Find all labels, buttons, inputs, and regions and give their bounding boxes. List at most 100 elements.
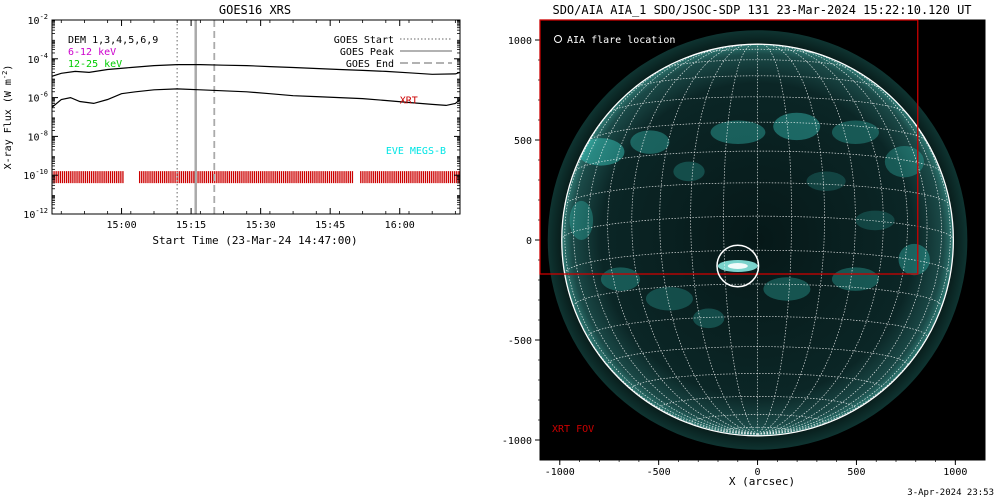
latitude-line bbox=[561, 215, 954, 241]
aia-image bbox=[547, 30, 968, 450]
active-region bbox=[831, 120, 879, 145]
active-region bbox=[763, 277, 811, 301]
aia-x-tick-label: -500 bbox=[647, 467, 671, 478]
latitude-line bbox=[608, 96, 907, 114]
active-region bbox=[692, 308, 725, 329]
x-tick-label: 15:00 bbox=[106, 220, 136, 231]
y-tick-label-base: 10 bbox=[23, 171, 35, 182]
y-tick-label: 10-4 bbox=[28, 52, 48, 66]
legend-right-label: GOES Start bbox=[334, 35, 394, 46]
aia-x-tick-label: 0 bbox=[755, 467, 761, 478]
longitude-line bbox=[757, 44, 825, 435]
legend-right-label: GOES Peak bbox=[340, 47, 394, 58]
aia-y-tick-label: -1000 bbox=[502, 436, 532, 447]
y-tick-label-exponent: -6 bbox=[40, 91, 48, 99]
goes-chart-title: GOES16 XRS bbox=[219, 3, 291, 17]
longitude-line bbox=[757, 44, 856, 435]
goes-y-axis-label: X-ray Flux (W m-2) bbox=[1, 65, 14, 170]
active-region bbox=[630, 130, 670, 154]
aia-overlay: XRT FOV AIA flare location bbox=[539, 19, 919, 435]
solar-limb bbox=[561, 43, 955, 437]
legend-right-label: GOES End bbox=[346, 59, 394, 70]
aia-x-tick-label: 500 bbox=[847, 467, 865, 478]
active-region bbox=[855, 210, 895, 231]
y-tick-label-exponent: -12 bbox=[35, 207, 48, 215]
latitude-line bbox=[659, 396, 856, 412]
x-tick-label: 15:45 bbox=[315, 220, 345, 231]
active-region bbox=[710, 120, 766, 145]
active-region bbox=[806, 171, 846, 192]
y-tick-label-base: 10 bbox=[23, 210, 35, 221]
longitude-line bbox=[587, 48, 758, 435]
xrt-fov-box bbox=[539, 19, 919, 275]
longitude-line bbox=[757, 44, 792, 435]
chart-annotation: EVE MEGS-B bbox=[386, 146, 446, 157]
aia-y-tick-label: -500 bbox=[508, 336, 532, 347]
footer-timestamp: 3-Apr-2024 23:53 bbox=[907, 488, 994, 498]
y-tick-label-exponent: -2 bbox=[40, 13, 48, 21]
flare-core bbox=[727, 263, 748, 269]
goes-annotations: XRT EVE MEGS-B bbox=[386, 95, 446, 156]
latitude-line bbox=[564, 182, 951, 206]
active-region bbox=[773, 112, 821, 141]
active-region bbox=[831, 267, 879, 291]
active-region bbox=[577, 138, 625, 166]
chart-annotation: XRT bbox=[400, 95, 418, 106]
aia-y-tick-label: 1000 bbox=[508, 36, 532, 47]
longitude-line bbox=[757, 55, 942, 435]
latitude-line bbox=[694, 48, 821, 55]
longitude-line bbox=[564, 80, 758, 435]
goes-time-markers bbox=[176, 20, 216, 214]
aia-x-axis-label: X (arcsec) bbox=[729, 475, 795, 488]
active-region bbox=[569, 200, 594, 240]
goes-series bbox=[52, 63, 460, 108]
x-tick-label: 16:00 bbox=[385, 220, 415, 231]
y-tick-label: 10-10 bbox=[23, 168, 48, 182]
aia-y-tick-label: 0 bbox=[526, 236, 532, 247]
y-tick-label-base: 10 bbox=[28, 94, 40, 105]
legend-left-item: DEM 1,3,4,5,6,9 bbox=[68, 35, 158, 46]
goes-x-axis-label: Start Time (23-Mar-24 14:47:00) bbox=[152, 234, 357, 247]
y-tick-label-base: 10 bbox=[28, 55, 40, 66]
legend-left-item: 6-12 keV bbox=[68, 47, 116, 58]
y-tick-label: 10-2 bbox=[28, 13, 48, 27]
longitude-line bbox=[757, 45, 884, 435]
y-tick-label: 10-6 bbox=[28, 91, 48, 105]
active-region bbox=[673, 161, 705, 182]
goes-y-axis-label-superscript: -2 bbox=[1, 71, 9, 79]
y-tick-label: 10-8 bbox=[28, 129, 48, 143]
y-tick-label-base: 10 bbox=[28, 16, 40, 27]
goes-panel: GOES16 XRS Start Time (23-Mar-24 14:47:0… bbox=[1, 3, 461, 247]
longitude-line bbox=[690, 44, 758, 435]
x-tick-label: 15:30 bbox=[246, 220, 276, 231]
y-tick-label-exponent: -4 bbox=[40, 52, 48, 60]
latitude-line bbox=[573, 283, 942, 307]
legend-left-item: 12-25 keV bbox=[68, 59, 122, 70]
longitude-line bbox=[757, 80, 951, 435]
active-region bbox=[884, 146, 924, 178]
aia-chart-title: SDO/AIA AIA_1 SDO/JSOC-SDP 131 23-Mar-20… bbox=[552, 3, 971, 17]
aia-x-tick-label: -1000 bbox=[545, 467, 575, 478]
latitude-line bbox=[690, 414, 825, 426]
goes-plot-area bbox=[52, 20, 460, 214]
sun-disk bbox=[561, 44, 954, 436]
y-tick-label-exponent: -8 bbox=[40, 129, 48, 137]
aia-y-tick-label: 500 bbox=[514, 136, 532, 147]
active-region bbox=[600, 267, 641, 291]
longitude-line bbox=[723, 44, 758, 435]
heliographic-grid bbox=[561, 44, 954, 435]
aia-panel: SDO/AIA AIA_1 SDO/JSOC-SDP 131 23-Mar-20… bbox=[502, 3, 986, 488]
goes-y-axis-label-main: X-ray Flux (W m bbox=[3, 79, 14, 169]
y-tick-label-base: 10 bbox=[28, 132, 40, 143]
aia-legend-label: AIA flare location bbox=[567, 35, 675, 46]
xrt-coverage-bars bbox=[52, 171, 460, 184]
y-tick-label-exponent: -10 bbox=[35, 168, 48, 176]
y-tick-label: 10-12 bbox=[23, 207, 48, 221]
goes-plot-frame bbox=[51, 19, 461, 215]
xrt-fov-label: XRT FOV bbox=[552, 424, 594, 435]
longitude-line bbox=[631, 45, 758, 435]
series-line-1 bbox=[52, 63, 460, 77]
